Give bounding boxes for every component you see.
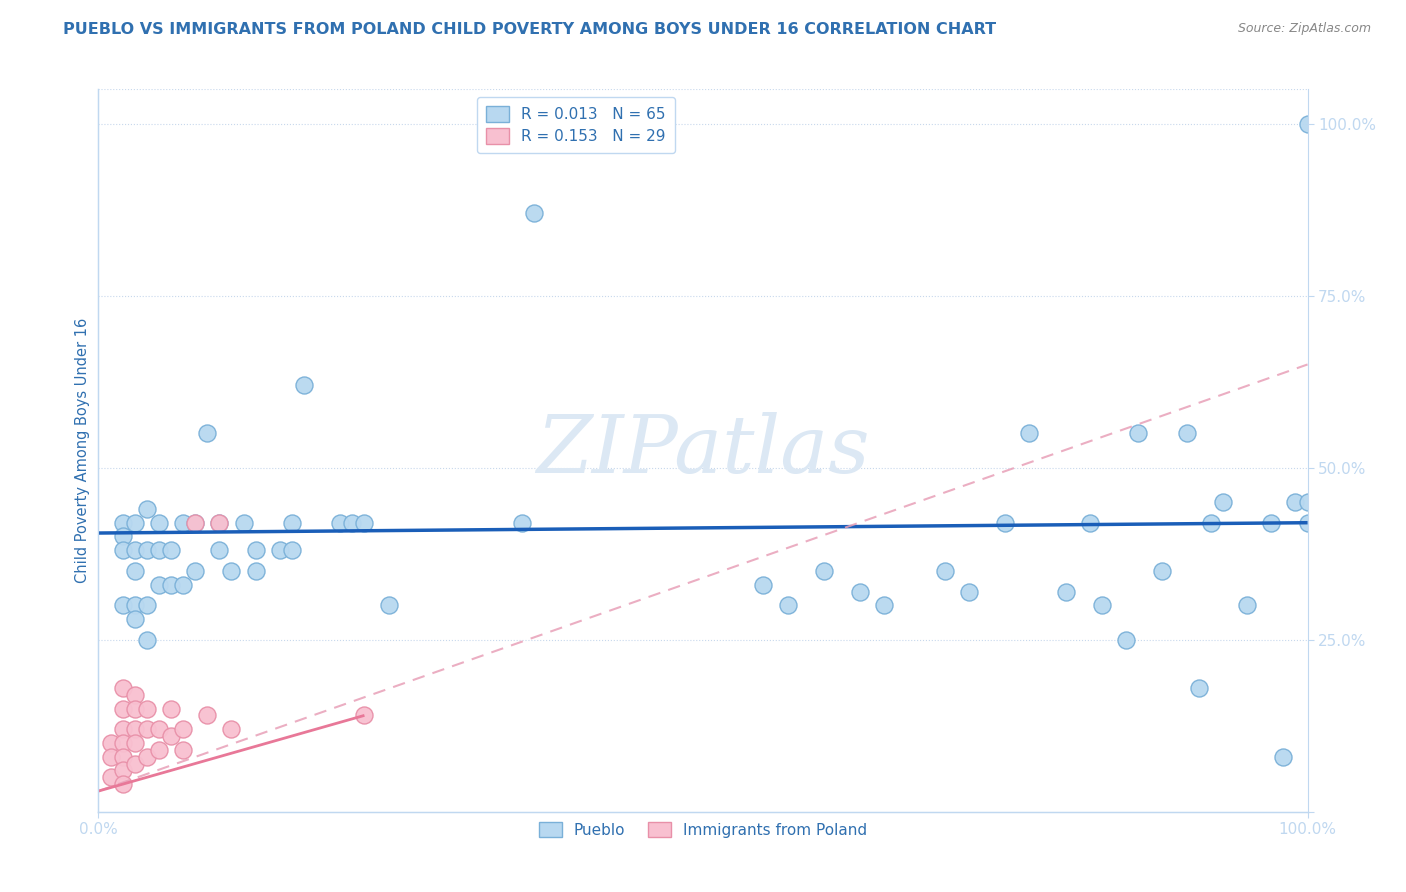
Point xyxy=(510,516,533,530)
Point xyxy=(111,764,134,778)
Point xyxy=(135,543,157,558)
Point xyxy=(148,516,170,530)
Point xyxy=(172,516,194,530)
Point xyxy=(111,599,134,613)
Point xyxy=(245,543,267,558)
Point xyxy=(172,743,194,757)
Point xyxy=(111,722,134,736)
Point xyxy=(1152,564,1174,578)
Point xyxy=(172,577,194,591)
Point xyxy=(849,584,872,599)
Point xyxy=(245,564,267,578)
Point xyxy=(281,516,304,530)
Point xyxy=(111,736,134,750)
Point xyxy=(292,378,315,392)
Point xyxy=(124,688,146,702)
Point xyxy=(124,612,146,626)
Point xyxy=(135,502,157,516)
Point xyxy=(1260,516,1282,530)
Point xyxy=(160,729,183,743)
Point xyxy=(1018,426,1040,441)
Point xyxy=(1078,516,1101,530)
Point xyxy=(208,516,231,530)
Point xyxy=(111,701,134,715)
Point xyxy=(111,681,134,695)
Point xyxy=(232,516,254,530)
Point xyxy=(1296,117,1319,131)
Point xyxy=(111,516,134,530)
Point xyxy=(377,599,399,613)
Point xyxy=(124,599,146,613)
Point xyxy=(124,516,146,530)
Point xyxy=(111,543,134,558)
Point xyxy=(221,722,243,736)
Point xyxy=(148,543,170,558)
Text: ZIPatlas: ZIPatlas xyxy=(536,412,870,489)
Point xyxy=(195,708,218,723)
Point xyxy=(135,749,157,764)
Point xyxy=(100,770,122,784)
Point xyxy=(1115,632,1137,647)
Point xyxy=(1188,681,1211,695)
Point xyxy=(934,564,956,578)
Point xyxy=(1284,495,1306,509)
Point xyxy=(184,516,207,530)
Point xyxy=(329,516,352,530)
Point xyxy=(269,543,291,558)
Point xyxy=(994,516,1017,530)
Point xyxy=(124,722,146,736)
Point xyxy=(813,564,835,578)
Point xyxy=(124,756,146,771)
Point xyxy=(195,426,218,441)
Point xyxy=(135,722,157,736)
Point xyxy=(342,516,364,530)
Point xyxy=(221,564,243,578)
Point xyxy=(124,736,146,750)
Point xyxy=(1212,495,1234,509)
Point xyxy=(1296,495,1319,509)
Point xyxy=(172,722,194,736)
Point xyxy=(353,708,375,723)
Point xyxy=(100,736,122,750)
Y-axis label: Child Poverty Among Boys Under 16: Child Poverty Among Boys Under 16 xyxy=(75,318,90,583)
Point xyxy=(523,206,546,220)
Point xyxy=(1199,516,1222,530)
Point xyxy=(752,577,775,591)
Point xyxy=(135,599,157,613)
Point xyxy=(111,749,134,764)
Point xyxy=(1091,599,1114,613)
Point xyxy=(135,701,157,715)
Point xyxy=(1175,426,1198,441)
Point xyxy=(124,543,146,558)
Point xyxy=(111,777,134,791)
Point xyxy=(1236,599,1258,613)
Point xyxy=(1272,749,1295,764)
Point xyxy=(184,564,207,578)
Point xyxy=(135,632,157,647)
Legend: Pueblo, Immigrants from Poland: Pueblo, Immigrants from Poland xyxy=(533,815,873,844)
Point xyxy=(148,722,170,736)
Point xyxy=(1054,584,1077,599)
Point xyxy=(124,564,146,578)
Point xyxy=(1296,516,1319,530)
Point xyxy=(1128,426,1150,441)
Text: Source: ZipAtlas.com: Source: ZipAtlas.com xyxy=(1237,22,1371,36)
Point xyxy=(111,529,134,543)
Point xyxy=(160,701,183,715)
Point xyxy=(957,584,980,599)
Point xyxy=(776,599,799,613)
Point xyxy=(100,749,122,764)
Point xyxy=(160,543,183,558)
Point xyxy=(873,599,896,613)
Point xyxy=(208,543,231,558)
Point xyxy=(160,577,183,591)
Point xyxy=(184,516,207,530)
Point xyxy=(353,516,375,530)
Point xyxy=(208,516,231,530)
Point xyxy=(148,743,170,757)
Text: PUEBLO VS IMMIGRANTS FROM POLAND CHILD POVERTY AMONG BOYS UNDER 16 CORRELATION C: PUEBLO VS IMMIGRANTS FROM POLAND CHILD P… xyxy=(63,22,997,37)
Point xyxy=(124,701,146,715)
Point xyxy=(148,577,170,591)
Point xyxy=(281,543,304,558)
